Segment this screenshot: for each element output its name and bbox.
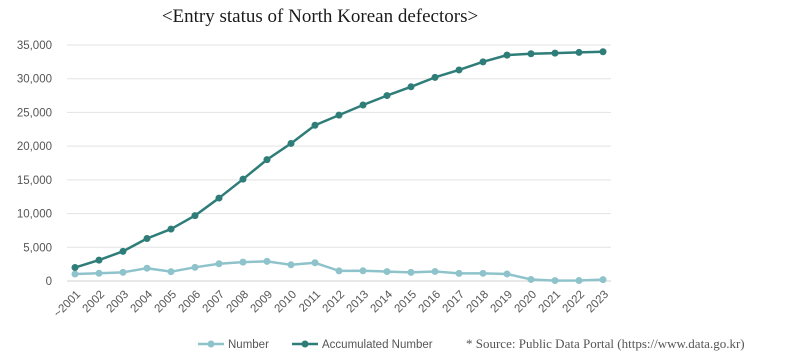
x-tick-label: 2011 (297, 289, 323, 315)
y-tick-label: 5,000 (23, 242, 52, 254)
x-tick-label: 2017 (441, 289, 468, 316)
data-point-accumulated (599, 48, 607, 56)
x-tick-label: 2007 (201, 289, 228, 316)
data-point-number (143, 264, 151, 272)
data-point-number (503, 270, 511, 278)
data-point-number (599, 276, 607, 284)
y-tick-label: 20,000 (17, 141, 52, 153)
series-group (71, 48, 607, 285)
x-tick-label: 2012 (321, 289, 348, 316)
x-tick-label: 2008 (225, 289, 252, 316)
data-point-accumulated (359, 101, 367, 109)
x-tick-label: 2004 (129, 288, 156, 315)
data-point-accumulated (479, 58, 487, 66)
legend-marker-accumulated (301, 340, 309, 348)
data-point-accumulated (383, 92, 391, 100)
legend-label-number: Number (228, 339, 269, 351)
data-point-accumulated (503, 51, 511, 59)
data-point-accumulated (335, 111, 343, 119)
y-tick-label: 15,000 (17, 175, 52, 187)
x-tick-label: 2020 (513, 289, 540, 316)
y-axis-ticks: 0 5,000 10,000 15,000 20,000 25,000 30,000 35,0… (17, 40, 52, 288)
x-tick-label: 2010 (273, 289, 300, 316)
data-point-accumulated (551, 49, 559, 57)
data-point-number (335, 267, 343, 275)
legend-label-accumulated: Accumulated Number (322, 339, 433, 351)
y-tick-label: 10,000 (17, 209, 52, 221)
data-point-accumulated (431, 73, 439, 81)
data-point-number (215, 260, 223, 268)
y-tick-label: 25,000 (17, 107, 52, 119)
data-point-accumulated (191, 212, 199, 220)
data-point-number (575, 277, 583, 285)
x-tick-label: 2005 (153, 289, 180, 316)
data-point-number (359, 267, 367, 275)
data-point-number (383, 268, 391, 276)
x-tick-label: 2018 (465, 289, 492, 316)
data-point-number (191, 263, 199, 271)
x-tick-label: 2023 (585, 289, 612, 316)
data-point-number (119, 268, 127, 276)
data-point-accumulated (455, 66, 463, 74)
data-point-number (527, 275, 535, 283)
gridlines (67, 44, 611, 282)
x-tick-label: 2003 (105, 289, 132, 316)
data-point-number (263, 257, 271, 265)
data-point-accumulated (167, 225, 175, 233)
legend: Number Accumulated Number (198, 339, 433, 351)
data-point-accumulated (575, 48, 583, 56)
x-tick-label: 2015 (393, 289, 420, 316)
data-point-accumulated (527, 50, 535, 58)
data-point-accumulated (239, 175, 247, 183)
x-tick-label: 2014 (369, 288, 396, 315)
x-tick-label: 2021 (537, 289, 564, 316)
data-point-accumulated (311, 121, 319, 129)
data-point-accumulated (71, 264, 79, 272)
data-point-number (407, 268, 415, 276)
data-point-number (455, 269, 463, 277)
x-tick-label: 2009 (249, 289, 276, 316)
data-point-accumulated (263, 156, 271, 164)
data-point-number (479, 269, 487, 277)
x-axis-ticks: ~200120022003200420052006200720082009201… (52, 288, 611, 320)
data-point-accumulated (287, 139, 295, 147)
data-point-number (311, 259, 319, 267)
y-tick-label: 0 (46, 276, 52, 288)
data-point-number (287, 261, 295, 269)
y-tick-label: 35,000 (17, 40, 52, 52)
data-point-accumulated (119, 247, 127, 255)
data-point-number (551, 277, 559, 285)
data-point-number (167, 268, 175, 276)
data-point-number (71, 270, 79, 278)
data-point-accumulated (215, 194, 223, 202)
series-line-accumulated (73, 50, 605, 269)
x-tick-label: 2013 (345, 289, 372, 316)
source-note: * Source: Public Data Portal (https://ww… (466, 336, 745, 351)
x-tick-label: 2016 (417, 289, 444, 316)
x-tick-label: 2006 (177, 289, 204, 316)
data-point-number (431, 267, 439, 275)
data-point-accumulated (95, 256, 103, 264)
data-point-number (239, 258, 247, 266)
x-tick-label: 2002 (81, 289, 108, 316)
y-tick-label: 30,000 (17, 74, 52, 86)
data-point-number (95, 269, 103, 277)
data-point-accumulated (143, 235, 151, 243)
data-point-accumulated (407, 83, 415, 91)
x-tick-label: ~2001 (52, 289, 83, 320)
legend-marker-number (207, 340, 215, 348)
x-tick-label: 2022 (561, 289, 588, 316)
x-tick-label: 2019 (489, 289, 516, 316)
chart-title: <Entry status of North Korean defectors> (161, 6, 479, 27)
